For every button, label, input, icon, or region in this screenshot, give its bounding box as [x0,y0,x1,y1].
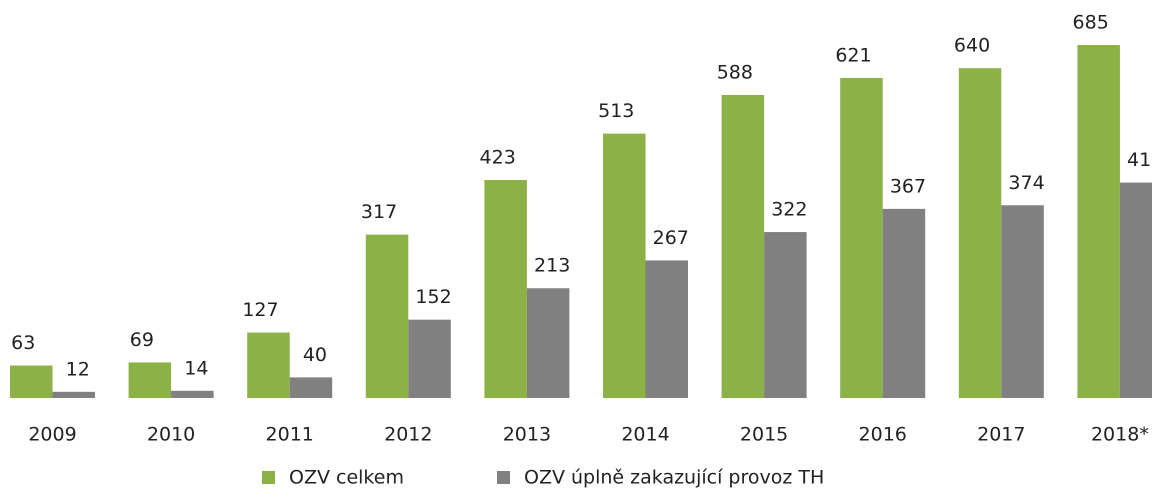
value-label: 63 [11,332,35,354]
bar [645,260,688,398]
bar [603,133,646,399]
value-label: 267 [653,227,689,249]
bar [526,288,570,398]
x-tick-label: 2015 [740,424,788,446]
value-label: 127 [242,299,278,321]
value-label: 213 [534,255,570,277]
legend-swatch [497,471,510,484]
bar [247,332,290,398]
x-tick-label: 2014 [621,424,669,446]
bar [882,208,926,398]
x-tick-label: 2012 [384,424,432,446]
bar [840,77,883,398]
legend-swatch [262,471,275,484]
value-label: 14 [184,357,208,379]
value-label: 418 [1127,149,1152,171]
bar [365,234,409,398]
value-label: 685 [1073,12,1109,34]
value-label: 588 [717,61,753,83]
bar [484,180,527,398]
bar [408,319,451,398]
value-label: 12 [66,358,90,380]
x-tick-label: 2010 [147,424,195,446]
value-label: 367 [890,175,926,197]
bar [10,365,53,398]
value-label: 69 [130,329,154,351]
x-tick-label: 2011 [266,424,314,446]
bar [1119,182,1152,398]
x-tick-label: 2017 [977,424,1025,446]
value-label: 152 [415,286,451,308]
x-tick-label: 2018* [1091,424,1149,446]
bar [764,232,807,398]
value-label: 423 [480,147,516,169]
legend-label: OZV celkem [289,467,404,489]
bar [1001,205,1044,398]
bar [128,362,172,398]
legend-label: OZV úplně zakazující provoz TH [524,467,824,489]
value-label: 317 [361,201,397,223]
value-label: 621 [835,44,871,66]
x-tick-label: 2016 [859,424,907,446]
bar [52,391,95,398]
value-label: 40 [303,344,327,366]
x-tick-label: 2009 [28,424,76,446]
value-label: 322 [771,199,807,221]
value-label: 374 [1008,172,1044,194]
value-label: 513 [598,100,634,122]
bar [1077,45,1120,398]
bar [721,94,765,398]
bar [171,390,214,398]
bar [958,68,1002,398]
bar [289,377,333,398]
value-label: 640 [954,35,990,57]
x-tick-label: 2013 [503,424,551,446]
